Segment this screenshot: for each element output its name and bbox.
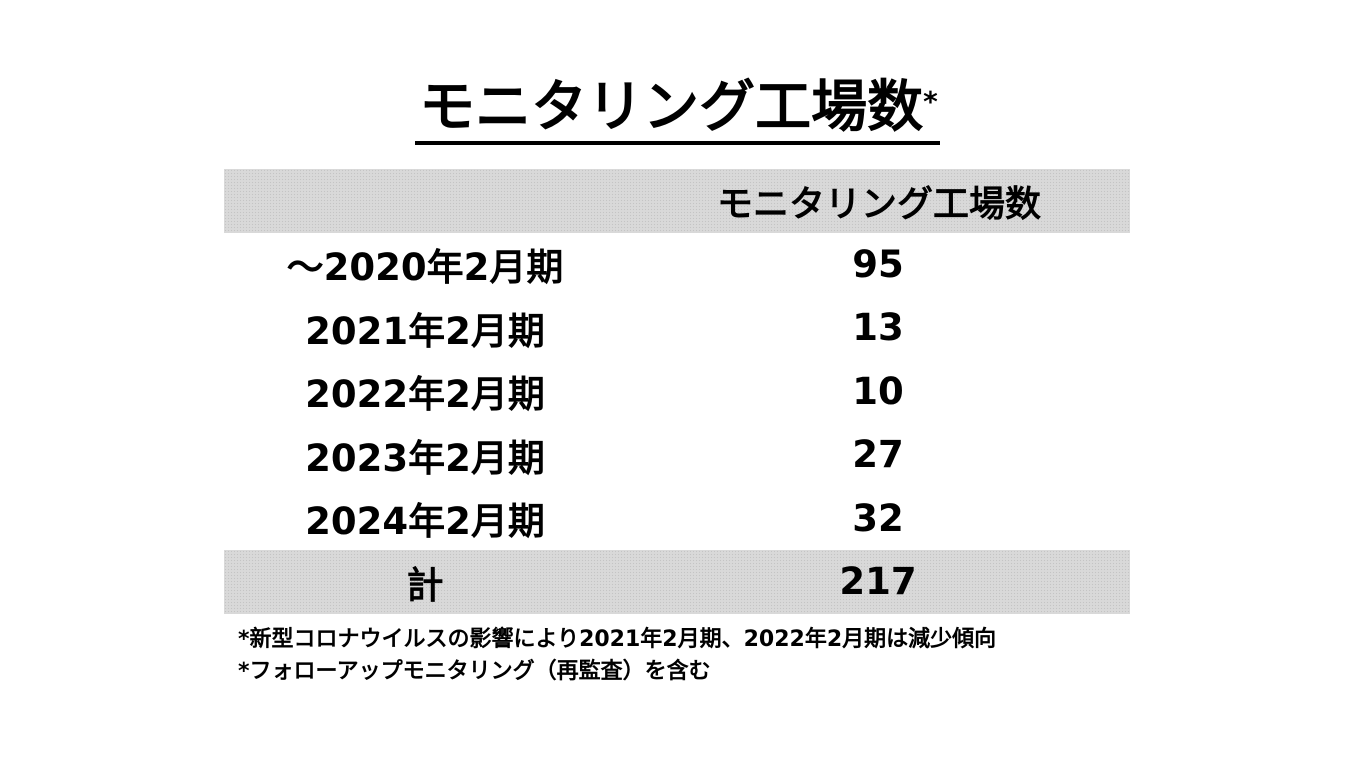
header-count-cell: モニタリング工場数 bbox=[716, 183, 1041, 225]
footnote-follow-up: *フォローアップモニタリング（再監査）を含む bbox=[238, 659, 711, 684]
page-title-underlined: モニタリング工場数* bbox=[415, 75, 940, 145]
count-cell: 32 bbox=[852, 496, 904, 540]
period-cell: 2022年2月期 bbox=[305, 373, 545, 417]
table-header-row: モニタリング工場数 bbox=[224, 169, 1130, 233]
table-row: ～2020年2月期 95 bbox=[224, 233, 1130, 297]
table-row: 2022年2月期 10 bbox=[224, 360, 1130, 424]
page-title-text: モニタリング工場数 bbox=[419, 75, 924, 140]
table-row: 2023年2月期 27 bbox=[224, 423, 1130, 487]
title-footnote-mark: * bbox=[923, 85, 938, 118]
period-cell: 2021年2月期 bbox=[305, 309, 545, 353]
count-cell: 10 bbox=[852, 369, 904, 413]
count-cell: 13 bbox=[852, 306, 904, 350]
total-count-cell: 217 bbox=[839, 560, 917, 604]
table-row: 2021年2月期 13 bbox=[224, 296, 1130, 360]
page-title: モニタリング工場数* bbox=[0, 72, 1355, 145]
period-cell: 2023年2月期 bbox=[305, 436, 545, 480]
period-cell: ～2020年2月期 bbox=[286, 246, 564, 290]
count-cell: 27 bbox=[852, 433, 904, 477]
total-label-cell: 計 bbox=[406, 563, 444, 607]
monitoring-table: モニタリング工場数 ～2020年2月期 95 2021年2月期 13 2022年… bbox=[224, 169, 1130, 614]
footnotes: *新型コロナウイルスの影響により2021年2月期、2022年2月期は減少傾向 *… bbox=[238, 624, 996, 688]
table-row: 2024年2月期 32 bbox=[224, 487, 1130, 551]
table-total-row: 計 217 bbox=[224, 550, 1130, 614]
count-cell: 95 bbox=[852, 242, 904, 286]
footnote-covid: *新型コロナウイルスの影響により2021年2月期、2022年2月期は減少傾向 bbox=[238, 627, 997, 652]
period-cell: 2024年2月期 bbox=[305, 500, 545, 544]
